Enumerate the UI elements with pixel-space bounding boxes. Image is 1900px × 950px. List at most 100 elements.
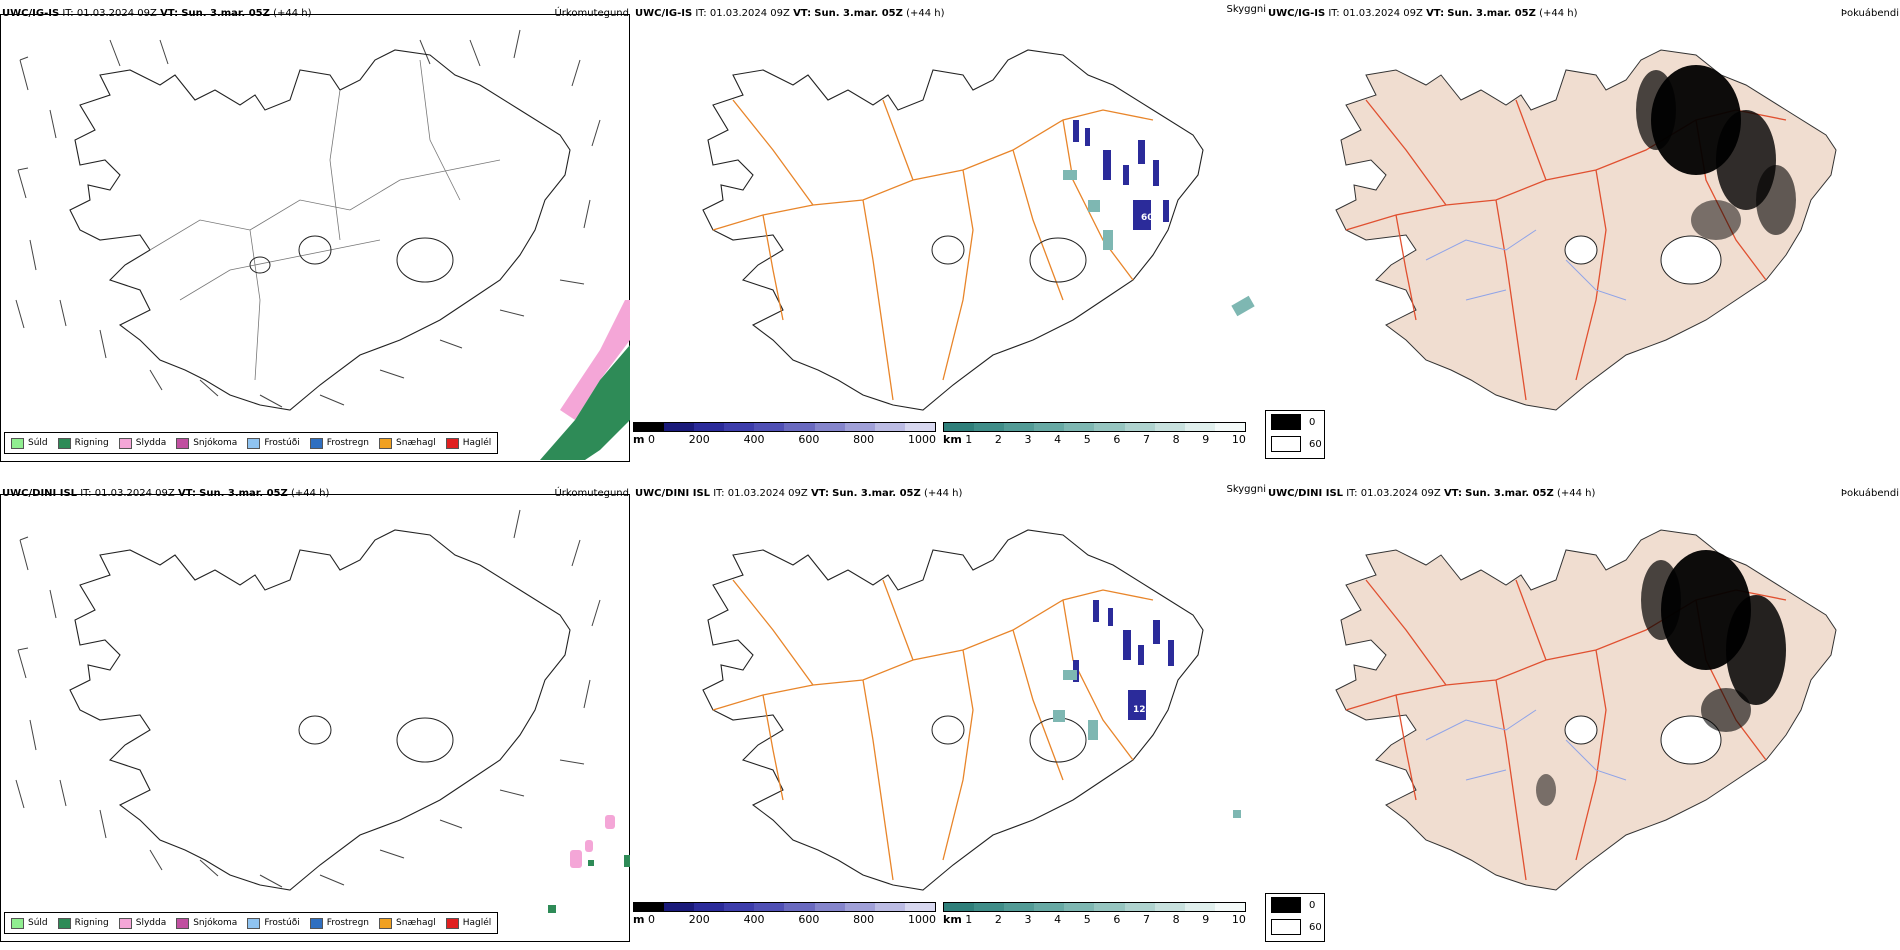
- panel-title: Skyggni: [1226, 484, 1266, 495]
- fog-legend-item: 60: [1266, 916, 1324, 938]
- km-unit: km: [943, 433, 962, 446]
- fog-legend-item: 60: [1266, 433, 1324, 455]
- iceland-coastline: [69, 529, 571, 891]
- init-time: 01.03.2024 09Z: [1360, 488, 1441, 499]
- km-bin-8: [1154, 903, 1185, 911]
- m-bin-2: [664, 423, 695, 431]
- km-bin-9: [1184, 903, 1215, 911]
- model-name: UWC/DINI ISL: [1268, 488, 1344, 499]
- valid-time: Sun. 3.mar. 05Z: [832, 488, 921, 499]
- m-bin-10: [904, 423, 935, 431]
- panel-title: Þokuábendi: [1840, 488, 1899, 499]
- visibility-panel-row2: UWC/DINI ISL IT: 01.03.2024 09Z VT: Sun.…: [633, 480, 1266, 942]
- m-bin-9: [874, 423, 905, 431]
- lead-time: (+44 h): [923, 488, 963, 499]
- fog-index-legend: 0 60: [1265, 893, 1325, 942]
- m-bin-3: [694, 423, 725, 431]
- legend-item-rigning: Rigning: [57, 437, 109, 449]
- vt-label: VT:: [1443, 488, 1462, 499]
- km-bin-9: [1184, 423, 1215, 431]
- legend-item-snjokoma: Snjókoma: [176, 917, 237, 929]
- precip-type-legend: Súld Rigning Slydda Snjókoma Frostúði Fr…: [4, 432, 499, 454]
- km-bin-2: [974, 423, 1005, 431]
- m-bin-10: [904, 903, 935, 911]
- map-frame: [0, 14, 630, 462]
- fog-index-panel-row2: UWC/DINI ISL IT: 01.03.2024 09Z VT: Sun.…: [1266, 480, 1899, 942]
- iceland-landmass: [1335, 529, 1837, 891]
- iceland-map: 124: [702, 529, 1241, 891]
- iceland-map: 60: [702, 49, 1255, 411]
- km-bin-3: [1004, 423, 1035, 431]
- km-bin-8: [1154, 423, 1185, 431]
- slydda-area: [570, 815, 615, 868]
- legend-item-frostudi: Frostúði: [247, 917, 300, 929]
- valid-time: Sun. 3.mar. 05Z: [1447, 8, 1536, 19]
- iceland-coastline: [702, 49, 1204, 411]
- km-bin-6: [1094, 423, 1125, 431]
- rigning-area: [548, 855, 630, 913]
- legend-item-haglel: Haglél: [445, 437, 491, 449]
- iceland-coastline: [702, 529, 1204, 891]
- legend-item-frostregn: Frostregn: [309, 437, 369, 449]
- init-time: 01.03.2024 09Z: [1342, 8, 1423, 19]
- low-visibility-area: [1073, 600, 1174, 720]
- visibility-m-colorbar: m 0 200 400 600 800 1000: [633, 902, 936, 926]
- iceland-landmass: [1335, 49, 1837, 411]
- iceland-map: [1335, 49, 1837, 411]
- valid-time: Sun. 3.mar. 05Z: [181, 8, 270, 19]
- km-bin-10: [1214, 423, 1245, 431]
- it-label: IT:: [1346, 488, 1358, 499]
- legend-item-snaehagl: Snæhagl: [379, 917, 436, 929]
- km-bin-5: [1064, 903, 1095, 911]
- init-time: 01.03.2024 09Z: [727, 488, 808, 499]
- precip-type-legend: Súld Rigning Slydda Snjókoma Frostúði Fr…: [4, 912, 499, 934]
- wind-barbs: [15, 509, 601, 888]
- precip-type-panel-row1: UWC/IG-IS IT: 01.03.2024 09Z VT: Sun. 3.…: [0, 0, 633, 462]
- m-bin-1: [634, 423, 665, 431]
- vt-label: VT:: [1426, 8, 1445, 19]
- legend-item-snjokoma: Snjókoma: [176, 437, 237, 449]
- lead-time: (+44 h): [1539, 8, 1578, 19]
- fog-area: [1536, 550, 1786, 806]
- km-bin-5: [1064, 423, 1095, 431]
- m-bin-7: [814, 423, 845, 431]
- init-time: 01.03.2024 09Z: [709, 8, 790, 19]
- m-bin-6: [784, 423, 815, 431]
- lead-time: (+44 h): [290, 488, 330, 499]
- model-name: UWC/IG-IS: [2, 8, 60, 19]
- valid-time: Sun. 3.mar. 05Z: [814, 8, 903, 19]
- rivers: [1425, 229, 1627, 301]
- init-time: 01.03.2024 09Z: [94, 488, 175, 499]
- legend-item-frostregn: Frostregn: [309, 917, 369, 929]
- panel-header: UWC/DINI ISL IT: 01.03.2024 09Z VT: Sun.…: [1268, 488, 1595, 499]
- km-bin-4: [1034, 903, 1065, 911]
- panel-title: Skyggni: [1226, 4, 1266, 15]
- model-name: UWC/DINI ISL: [635, 488, 711, 499]
- lead-time: (+44 h): [273, 8, 312, 19]
- panel-header: UWC/IG-IS IT: 01.03.2024 09Z VT: Sun. 3.…: [2, 8, 312, 19]
- km-bin-10: [1214, 903, 1245, 911]
- model-name: UWC/IG-IS: [635, 8, 693, 19]
- m-bin-7: [814, 903, 845, 911]
- wind-barbs: [15, 29, 601, 408]
- m-bin-1: [634, 903, 665, 911]
- m-unit: m: [633, 433, 645, 446]
- km-unit: km: [943, 913, 962, 926]
- slydda-area: [560, 300, 630, 420]
- it-label: IT:: [1328, 8, 1340, 19]
- km-bin-1: [944, 423, 975, 431]
- panel-title: Úrkomutegund: [554, 488, 629, 499]
- it-label: IT:: [713, 488, 725, 499]
- rigning-area: [540, 345, 630, 460]
- precip-type-panel-row2: UWC/DINI ISL IT: 01.03.2024 09Z VT: Sun.…: [0, 480, 633, 942]
- vt-label: VT:: [810, 488, 829, 499]
- low-visibility-area: [1073, 120, 1169, 230]
- legend-item-haglel: Haglél: [445, 917, 491, 929]
- iceland-coastline: [69, 49, 571, 411]
- m-bin-3: [694, 903, 725, 911]
- m-bin-8: [844, 903, 875, 911]
- legend-item-rigning: Rigning: [57, 917, 109, 929]
- km-bin-7: [1124, 903, 1155, 911]
